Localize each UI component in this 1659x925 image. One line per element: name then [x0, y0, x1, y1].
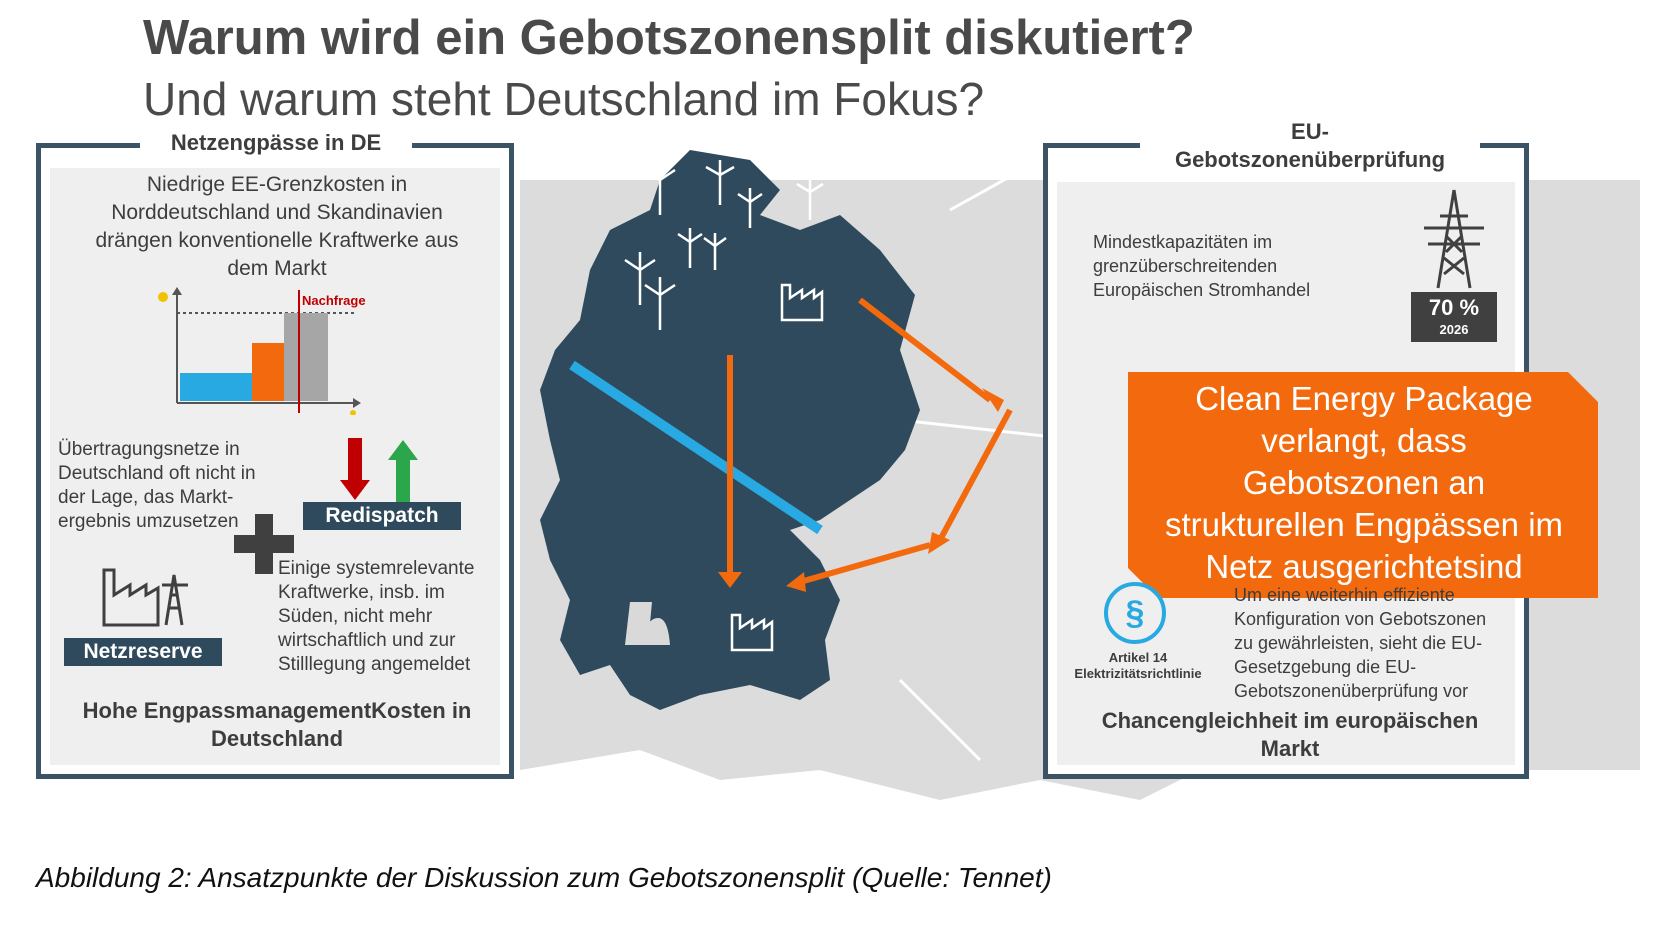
right-header-line-2: Gebotszonenüberprüfung	[1174, 147, 1446, 172]
article-line-1: Artikel 14	[1108, 650, 1168, 665]
lightning-icon	[350, 410, 356, 415]
power-plant-icon	[102, 568, 188, 627]
cep-line-2: verlangt, dass	[1261, 422, 1467, 459]
redispatch-arrows	[340, 438, 418, 504]
euro-coin-icon	[158, 292, 168, 302]
grid-line-3: der Lage, das Markt-	[58, 487, 234, 508]
right-header-line-1: EU-	[1291, 119, 1329, 144]
plants-line-5: Stilllegung angemeldet	[278, 654, 471, 675]
intro-line-2: Norddeutschland und Skandinavien	[111, 201, 443, 224]
review-line-4: Gesetzgebung die EU-	[1234, 657, 1417, 677]
cep-line-1: Clean Energy Package	[1195, 380, 1533, 417]
wind-bar	[180, 373, 252, 401]
plants-line-2: Kraftwerke, insb. im	[278, 582, 445, 603]
article-line-2: Elektrizitätsrichtlinie	[1074, 666, 1202, 681]
paragraph-symbol: §	[1125, 594, 1145, 632]
left-intro-text: Niedrige EE-Grenzkosten in Norddeutschla…	[52, 171, 502, 283]
left-panel	[36, 143, 514, 779]
capacity-line-2: grenzüberschreitenden	[1093, 256, 1278, 276]
review-text: Um eine weiterhin effiziente Konfigurati…	[1234, 583, 1486, 703]
left-conclusion-line-1: Hohe EngpassmanagementKosten in	[82, 698, 472, 723]
merit-order-chart	[158, 287, 361, 415]
page-title: Warum wird ein Gebotszonensplit diskutie…	[143, 11, 1195, 65]
grid-line-2: Deutschland oft nicht in	[58, 463, 256, 484]
article-label: Artikel 14 Elektrizitätsrichtlinie	[1068, 650, 1208, 682]
capacity-line-1: Mindestkapazitäten im	[1093, 232, 1273, 252]
plants-line-1: Einige systemrelevante	[278, 558, 475, 579]
cep-line-4: strukturellen Engpässen im	[1164, 506, 1564, 543]
grid-text: Übertragungsnetze in Deutschland oft nic…	[58, 438, 256, 534]
cep-line-3: Gebotszonen an	[1242, 464, 1486, 501]
plants-line-3: Süden, nicht mehr	[278, 606, 433, 627]
wind-turbine-icons	[624, 160, 824, 330]
intro-line-4: dem Markt	[227, 257, 327, 280]
right-conclusion-line-1: Chancengleichheit im europäischen	[1101, 708, 1479, 733]
left-panel-header: Netzengpässe in DE	[140, 126, 412, 160]
paragraph-icon: §	[1104, 582, 1166, 644]
review-line-2: Konfiguration von Gebotszonen	[1234, 609, 1487, 629]
capacity-value: 70 %	[1428, 295, 1480, 320]
down-arrow-head	[340, 480, 370, 500]
plants-line-4: wirtschaftlich und zur	[278, 630, 456, 651]
zone-split-line	[569, 360, 823, 535]
review-line-5: Gebotszonenüberprüfung vor	[1234, 681, 1469, 701]
gas-bar	[284, 313, 328, 401]
factory-icons	[730, 283, 824, 652]
left-conclusion: Hohe EngpassmanagementKosten in Deutschl…	[52, 697, 502, 753]
grid-line-4: ergebnis umzusetzen	[58, 511, 239, 532]
cep-line-5: Netz ausgerichtetsind	[1205, 548, 1523, 585]
chart-y-arrow	[172, 287, 182, 295]
intro-line-3: drängen konventionelle Kraftwerke aus	[95, 229, 459, 252]
up-arrow-head	[388, 440, 418, 460]
plus-icon-bar	[234, 535, 294, 553]
arrow-heads	[718, 388, 1004, 592]
capacity-badge: 70 % 2026	[1411, 292, 1497, 342]
review-line-1: Um eine weiterhin effiziente	[1234, 585, 1455, 605]
coal-bar	[252, 343, 284, 401]
grid-line-1: Übertragungsnetze in	[58, 439, 240, 460]
capacity-line-3: Europäischen Stromhandel	[1093, 280, 1311, 300]
left-conclusion-line-2: Deutschland	[210, 726, 344, 751]
flow-arrows	[727, 297, 1013, 585]
figure-caption: Abbildung 2: Ansatzpunkte der Diskussion…	[36, 862, 1052, 893]
up-arrow-shaft	[396, 458, 410, 504]
right-panel-header: EU- Gebotszonenüberprüfung	[1140, 118, 1480, 178]
demand-label: Nachfrage	[302, 293, 366, 308]
capacity-text: Mindestkapazitäten im grenzüberschreiten…	[1093, 230, 1310, 302]
cep-text: Clean Energy Package verlangt, dass Gebo…	[1140, 378, 1588, 588]
intro-line-1: Niedrige EE-Grenzkosten in	[146, 173, 408, 196]
chart-x-arrow	[353, 398, 361, 408]
page-subtitle: Und warum steht Deutschland im Fokus?	[143, 73, 985, 125]
right-conclusion-line-2: Markt	[1260, 736, 1320, 761]
down-arrow-shaft	[348, 438, 362, 482]
transmission-tower-icon	[1424, 189, 1484, 289]
redispatch-label: Redispatch	[303, 502, 461, 530]
cep-banner	[1128, 372, 1598, 598]
netzreserve-label: Netzreserve	[64, 638, 222, 666]
capacity-year: 2026	[1439, 322, 1469, 337]
nuclear-plant-icon	[625, 602, 670, 645]
right-conclusion: Chancengleichheit im europäischen Markt	[1052, 707, 1528, 763]
review-line-3: zu gewährleisten, sieht die EU-	[1234, 633, 1483, 653]
plants-text: Einige systemrelevante Kraftwerke, insb.…	[278, 557, 474, 677]
